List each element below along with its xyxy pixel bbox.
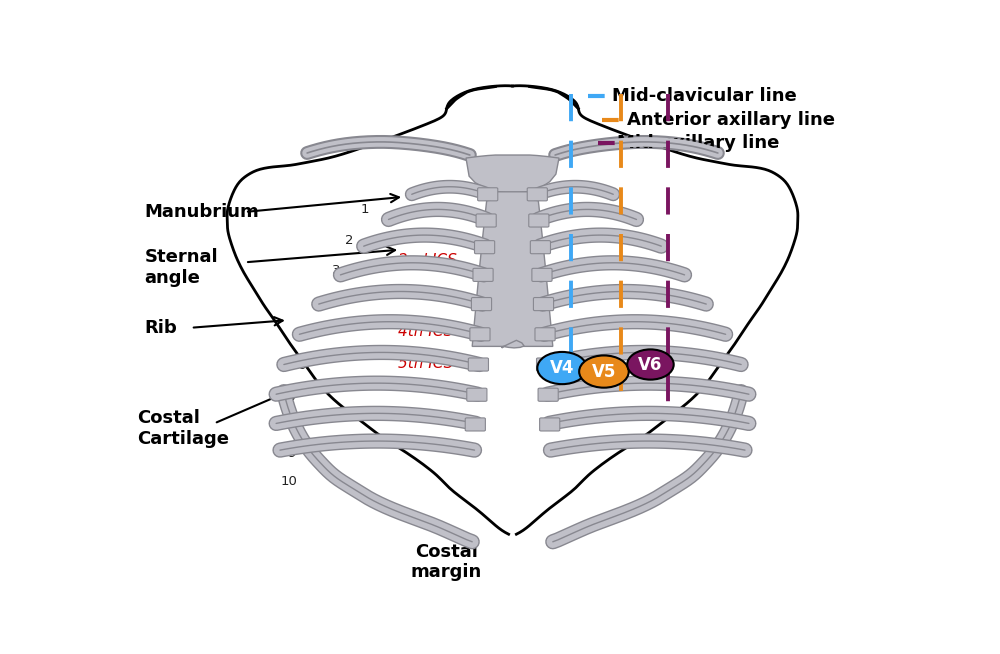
Text: 5: 5 [308,328,317,341]
Circle shape [537,352,587,384]
Polygon shape [502,340,524,348]
FancyBboxPatch shape [533,298,554,311]
FancyBboxPatch shape [540,418,560,431]
FancyBboxPatch shape [471,298,492,311]
Text: Costal
margin: Costal margin [411,543,482,581]
Polygon shape [466,155,559,194]
Text: Rib: Rib [144,318,177,337]
FancyBboxPatch shape [530,241,550,254]
FancyBboxPatch shape [538,388,558,402]
FancyBboxPatch shape [537,358,557,371]
FancyBboxPatch shape [473,268,493,281]
Text: 7: 7 [290,390,298,404]
FancyBboxPatch shape [470,328,490,341]
Circle shape [579,356,629,388]
Text: Anterior axillary line: Anterior axillary line [627,111,835,129]
Text: V6: V6 [638,356,663,373]
FancyBboxPatch shape [465,418,485,431]
Text: 5th ICS: 5th ICS [398,356,453,371]
FancyBboxPatch shape [532,268,552,281]
Text: 4th ICS: 4th ICS [398,324,453,339]
Text: 10: 10 [281,475,298,488]
Polygon shape [472,192,553,347]
Text: 9: 9 [287,447,296,460]
Text: Mid-clavicular line: Mid-clavicular line [612,87,796,105]
Text: 1: 1 [361,203,370,216]
Text: 4: 4 [321,296,329,309]
Text: 2: 2 [346,234,354,247]
Text: 6: 6 [298,359,306,372]
Text: 3: 3 [332,264,340,277]
Text: 8: 8 [287,419,296,432]
FancyBboxPatch shape [478,188,498,201]
Text: V4: V4 [550,359,574,377]
FancyBboxPatch shape [527,188,547,201]
FancyBboxPatch shape [535,328,555,341]
Text: 2nd ICS: 2nd ICS [398,253,457,268]
FancyBboxPatch shape [468,358,488,371]
Text: Mid-axillary line: Mid-axillary line [617,134,780,152]
Text: V5: V5 [592,362,616,381]
FancyBboxPatch shape [467,388,487,402]
Circle shape [627,349,674,379]
FancyBboxPatch shape [476,214,496,227]
FancyBboxPatch shape [475,241,495,254]
FancyBboxPatch shape [529,214,549,227]
Text: Sternal
angle: Sternal angle [144,248,218,286]
Text: Costal
Cartilage: Costal Cartilage [137,409,229,448]
Text: Manubrium: Manubrium [144,203,259,221]
